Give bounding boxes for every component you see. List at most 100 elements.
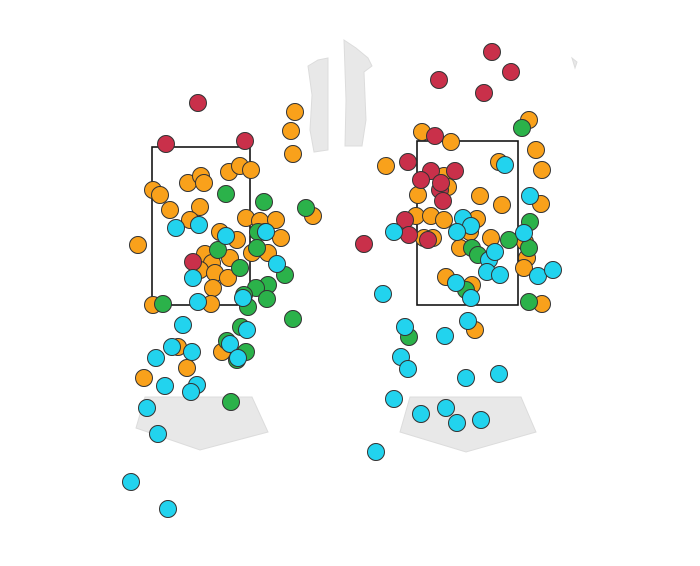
pitch-point <box>399 360 417 378</box>
pitch-point <box>217 185 235 203</box>
pitch-point <box>513 119 531 137</box>
pitch-point <box>544 261 562 279</box>
pitch-point <box>156 377 174 395</box>
pitch-point <box>500 231 518 249</box>
pitch-point <box>490 365 508 383</box>
pitch-point <box>159 500 177 518</box>
pitch-point <box>496 156 514 174</box>
pitch-point <box>178 359 196 377</box>
batter-silhouette <box>307 57 329 153</box>
pitch-point <box>471 187 489 205</box>
pitch-point <box>138 399 156 417</box>
pitch-point <box>286 103 304 121</box>
pitch-point <box>248 239 266 257</box>
pitch-point <box>442 133 460 151</box>
pitch-point <box>282 122 300 140</box>
pitch-point <box>515 259 533 277</box>
pitch-point <box>221 335 239 353</box>
pitch-point <box>462 289 480 307</box>
pitch-point <box>399 153 417 171</box>
pitch-point <box>533 161 551 179</box>
home-plate <box>399 396 537 453</box>
pitch-point <box>437 399 455 417</box>
batter-silhouette <box>343 39 373 147</box>
pitch-point <box>297 199 315 217</box>
pitch-point <box>412 171 430 189</box>
background-shapes <box>135 39 578 453</box>
pitch-point <box>184 269 202 287</box>
pitch-point <box>491 266 509 284</box>
pitch-point <box>219 269 237 287</box>
pitch-point <box>135 369 153 387</box>
pitch-point <box>475 84 493 102</box>
pitch-point <box>195 174 213 192</box>
pitch-point <box>374 285 392 303</box>
pitch-point <box>182 383 200 401</box>
pitch-point <box>520 239 538 257</box>
pitch-point <box>367 443 385 461</box>
pitch-point <box>515 224 533 242</box>
pitch-point <box>459 312 477 330</box>
pitch-point <box>268 255 286 273</box>
pitch-point <box>400 226 418 244</box>
pitch-point <box>229 349 247 367</box>
pitch-point <box>154 295 172 313</box>
pitch-point <box>377 157 395 175</box>
pitch-point <box>157 135 175 153</box>
pitch-point <box>432 174 450 192</box>
pitch-point <box>502 63 520 81</box>
pitch-point <box>419 231 437 249</box>
pitch-point <box>430 71 448 89</box>
pitch-point <box>163 338 181 356</box>
pitch-point <box>434 192 452 210</box>
pitch-point <box>174 316 192 334</box>
pitch-point <box>521 187 539 205</box>
pitch-point <box>151 186 169 204</box>
pitch-point <box>242 161 260 179</box>
pitch-point <box>527 141 545 159</box>
pitch-point <box>355 235 373 253</box>
pitch-point <box>457 369 475 387</box>
pitch-point <box>161 201 179 219</box>
pitch-point <box>236 132 254 150</box>
pitch-point <box>183 343 201 361</box>
pitch-point <box>412 405 430 423</box>
pitch-point <box>284 145 302 163</box>
pitch-point <box>396 318 414 336</box>
pitch-point <box>447 274 465 292</box>
pitch-point <box>472 411 490 429</box>
pitch-point <box>222 393 240 411</box>
pitch-point <box>184 253 202 271</box>
pitch-point <box>122 473 140 491</box>
pitch-point <box>147 349 165 367</box>
pitch-point <box>486 243 504 261</box>
pitch-point <box>529 267 547 285</box>
pitch-point <box>189 293 207 311</box>
pitch-point <box>209 241 227 259</box>
pitch-point <box>191 198 209 216</box>
pitch-point <box>129 236 147 254</box>
pitch-point <box>258 290 276 308</box>
pitch-point <box>149 425 167 443</box>
pitch-point <box>272 229 290 247</box>
pitch-point <box>385 390 403 408</box>
pitch-point <box>483 43 501 61</box>
pitch-point <box>435 211 453 229</box>
pitch-point <box>436 327 454 345</box>
pitch-point <box>448 414 466 432</box>
pitch-point <box>190 216 208 234</box>
silhouette-fragment <box>571 56 578 70</box>
pitch-point <box>409 186 427 204</box>
pitch-point <box>231 259 249 277</box>
pitch-point <box>493 196 511 214</box>
pitch-point <box>204 279 222 297</box>
pitch-point <box>167 219 185 237</box>
pitch-point <box>234 289 252 307</box>
pitch-point <box>189 94 207 112</box>
pitch-point <box>446 162 464 180</box>
pitch-point <box>238 321 256 339</box>
pitch-point <box>385 223 403 241</box>
pitch-point <box>520 293 538 311</box>
pitch-point <box>448 223 466 241</box>
